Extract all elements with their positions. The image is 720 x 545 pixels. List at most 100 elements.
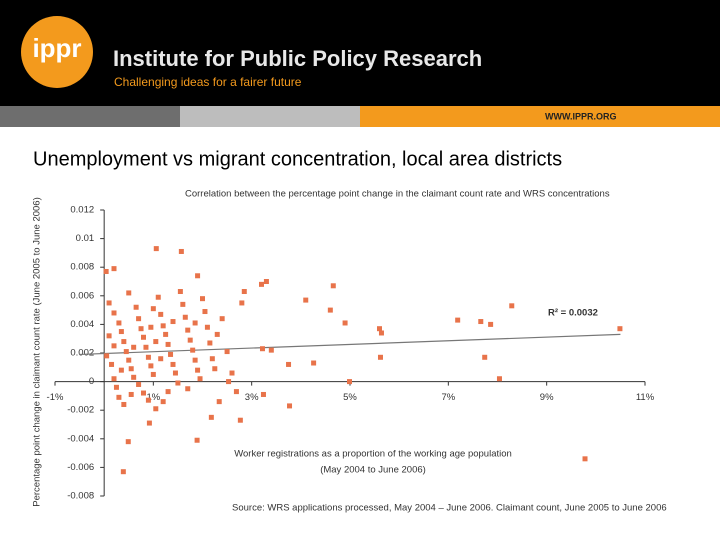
scatter-point bbox=[128, 366, 134, 372]
scatter-point bbox=[125, 439, 131, 445]
y-tick-label: 0.008 bbox=[70, 262, 94, 273]
scatter-point bbox=[263, 279, 269, 284]
scatter-point bbox=[226, 379, 232, 385]
scatter-point bbox=[377, 354, 383, 360]
org-name: Institute for Public Policy Research bbox=[113, 46, 482, 71]
logo-circle bbox=[21, 16, 93, 88]
scatter-point bbox=[327, 307, 333, 313]
y-tick-label: -0.006 bbox=[67, 462, 94, 473]
scatter-point bbox=[182, 314, 188, 320]
scatter-point bbox=[311, 360, 317, 366]
scatter-point bbox=[146, 420, 152, 426]
scatter-point bbox=[116, 394, 122, 400]
scatter-point bbox=[116, 320, 122, 326]
y-tick-label: 0.002 bbox=[70, 348, 94, 359]
scatter-point bbox=[118, 367, 124, 373]
scatter-point bbox=[103, 268, 109, 274]
scatter-point bbox=[118, 329, 124, 335]
scatter-point bbox=[150, 306, 156, 312]
scatter-point bbox=[160, 399, 166, 405]
tagline: Challenging ideas for a fairer future bbox=[114, 75, 302, 89]
scatter-point bbox=[106, 333, 112, 339]
scatter-point bbox=[128, 391, 134, 397]
scatter-point bbox=[224, 349, 230, 355]
scatter-point bbox=[207, 340, 213, 346]
scatter-point bbox=[111, 266, 117, 272]
header-strip-light bbox=[180, 106, 360, 127]
scatter-point bbox=[150, 371, 156, 377]
scatter-point bbox=[209, 356, 215, 362]
y-tick-label: 0.006 bbox=[70, 290, 94, 301]
r-squared-label: R² = 0.0032 bbox=[548, 308, 598, 319]
scatter-point bbox=[496, 376, 502, 382]
scatter-point bbox=[158, 311, 164, 317]
scatter-point bbox=[165, 389, 171, 395]
scatter-point bbox=[170, 361, 176, 367]
scatter-point bbox=[268, 347, 274, 353]
scatter-point bbox=[229, 370, 235, 376]
x-tick-label: -1% bbox=[47, 392, 64, 403]
scatter-point bbox=[342, 320, 348, 326]
scatter-point bbox=[330, 283, 336, 289]
scatter-point bbox=[123, 349, 129, 355]
scatter-point bbox=[120, 469, 126, 475]
scatter-point bbox=[287, 403, 293, 409]
scatter-point bbox=[153, 339, 159, 345]
scatter-point bbox=[185, 327, 191, 333]
x-axis-label: Worker registrations as a proportion of … bbox=[234, 449, 512, 460]
scatter-point bbox=[259, 281, 264, 287]
y-tick-label: 0.004 bbox=[70, 319, 94, 330]
trend-line bbox=[79, 333, 621, 356]
scatter-point bbox=[145, 397, 151, 403]
x-tick-label: 3% bbox=[245, 392, 259, 403]
header-strip-dark bbox=[0, 106, 180, 127]
scatter-point bbox=[111, 343, 117, 349]
scatter-point bbox=[106, 300, 112, 306]
scatter-point bbox=[170, 319, 176, 325]
scatter-point bbox=[192, 357, 198, 363]
scatter-point bbox=[148, 324, 154, 330]
scatter-point bbox=[131, 344, 137, 350]
y-tick-label: -0.004 bbox=[67, 433, 94, 444]
scatter-point bbox=[145, 354, 151, 360]
y-tick-label: -0.002 bbox=[67, 405, 94, 416]
scatter-point bbox=[195, 273, 201, 279]
x-tick-label: 5% bbox=[343, 392, 357, 403]
scatter-point bbox=[239, 300, 245, 306]
scatter-point bbox=[111, 310, 117, 316]
logo-text: ippr bbox=[32, 33, 81, 63]
x-tick-label: 7% bbox=[441, 392, 455, 403]
scatter-point bbox=[237, 417, 243, 423]
scatter-point bbox=[141, 390, 146, 396]
scatter-point bbox=[172, 370, 178, 376]
scatter-point bbox=[233, 389, 239, 395]
slide-title: Unemployment vs migrant concentration, l… bbox=[33, 148, 562, 170]
scatter-point bbox=[478, 319, 484, 325]
scatter-point bbox=[192, 320, 198, 326]
scatter-point bbox=[204, 324, 210, 330]
scatter-point bbox=[136, 381, 142, 387]
scatter-point bbox=[582, 456, 588, 462]
scatter-point bbox=[158, 356, 164, 362]
scatter-point bbox=[113, 384, 119, 390]
scatter-point bbox=[155, 294, 161, 300]
scatter-point bbox=[260, 391, 266, 397]
scatter-point bbox=[143, 344, 149, 350]
scatter-point bbox=[202, 309, 208, 315]
scatter-point bbox=[200, 296, 205, 302]
scatter-point bbox=[168, 351, 174, 357]
scatter-point bbox=[163, 331, 169, 337]
scatter-point bbox=[488, 321, 494, 327]
scatter-point bbox=[617, 326, 623, 332]
scatter-point bbox=[153, 246, 159, 252]
scatter-point bbox=[195, 367, 201, 373]
scatter-point bbox=[121, 339, 127, 345]
scatter-point bbox=[286, 361, 292, 367]
scatter-point bbox=[160, 323, 166, 329]
scatter-point bbox=[194, 437, 200, 443]
scatter-point bbox=[214, 331, 220, 337]
scatter-point bbox=[148, 363, 154, 369]
scatter-point bbox=[219, 316, 225, 322]
scatter-point bbox=[187, 337, 193, 343]
